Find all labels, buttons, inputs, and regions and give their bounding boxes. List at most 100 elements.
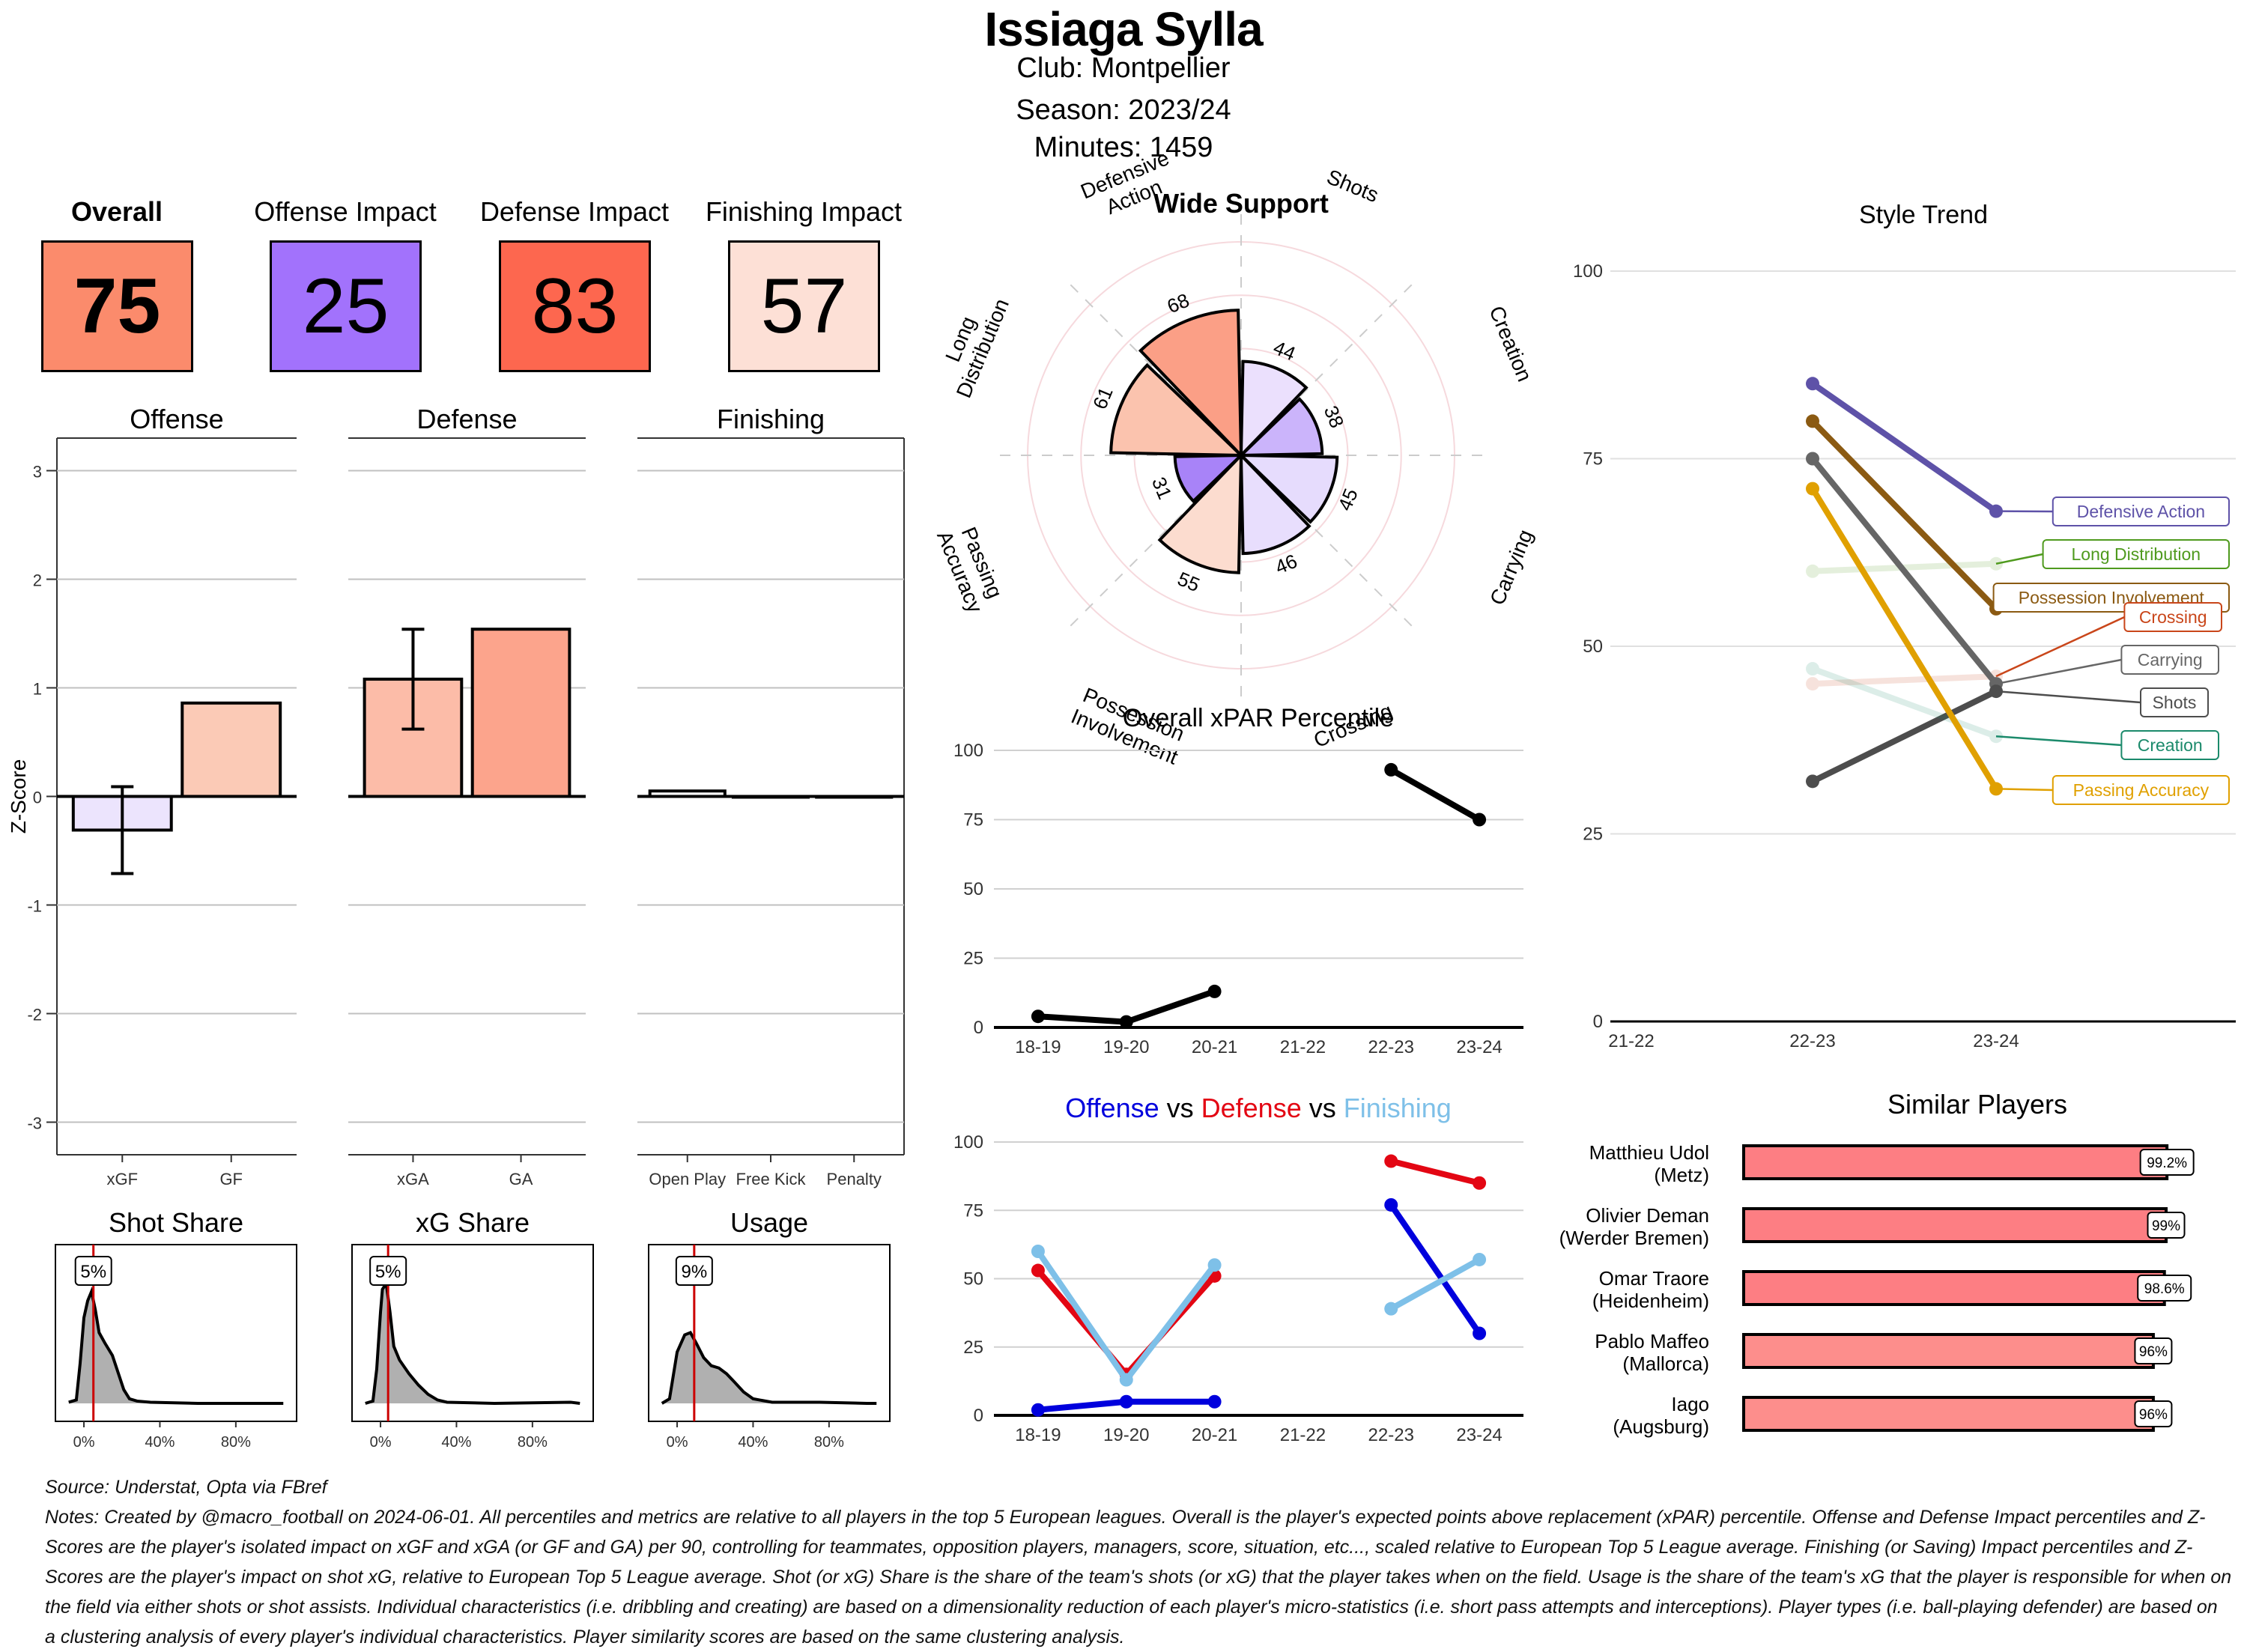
- x-tick-label: 21-22: [1608, 1031, 1654, 1051]
- series-finishing: [1031, 1245, 1486, 1387]
- x-tick-label: 0%: [667, 1434, 688, 1451]
- x-tick-label: xGF: [106, 1170, 138, 1188]
- data-point: [1208, 1395, 1222, 1409]
- x-tick-label: 21-22: [1280, 1425, 1326, 1445]
- series-segment: [1126, 1265, 1215, 1379]
- bar-gf: [182, 703, 280, 797]
- x-tick-label: 21-22: [1280, 1037, 1326, 1057]
- x-tick-label: 40%: [738, 1434, 768, 1451]
- y-tick-label: 100: [953, 741, 983, 761]
- axis-label-line: Creation: [1485, 303, 1536, 385]
- data-point: [1473, 1253, 1486, 1266]
- label-text: Defensive Action: [2077, 502, 2205, 521]
- similar-player-row: Pablo Maffeo(Mallorca)96%: [1595, 1330, 2171, 1375]
- style-label-long-distribution: Long Distribution: [1996, 540, 2229, 568]
- marker-label: 5%: [375, 1262, 401, 1282]
- similarity-bar: [1744, 1334, 2153, 1367]
- y-tick-label: 0: [974, 1406, 983, 1426]
- label-leader-line: [1996, 736, 2121, 745]
- style-label-creation: Creation: [1996, 731, 2219, 759]
- player-name: Matthieu Udol: [1589, 1141, 1709, 1164]
- wedge-value-label: 31: [1147, 474, 1177, 502]
- similarity-label: 98.6%: [2144, 1281, 2185, 1297]
- axis-label-line: Carrying: [1485, 526, 1537, 609]
- chart-title: Offense vs Defense vs Finishing: [1065, 1093, 1452, 1123]
- wide-support-polar-chart: Wide Support44Shots38Creation45Carrying4…: [930, 146, 1537, 769]
- panel-title: Offense: [130, 404, 223, 434]
- y-tick-label: 0: [974, 1018, 983, 1038]
- data-point: [1208, 985, 1222, 998]
- player-name: Olivier Deman: [1586, 1204, 1709, 1227]
- data-point: [1806, 414, 1819, 428]
- title-part-vs: vs: [1159, 1093, 1194, 1123]
- x-tick-label: xGA: [397, 1170, 429, 1188]
- series-segment: [1038, 1251, 1126, 1380]
- label-leader-line: [1996, 554, 2043, 564]
- label-text: Crossing: [2139, 607, 2207, 627]
- x-tick-label: 22-23: [1368, 1425, 1414, 1445]
- x-tick-label: 19-20: [1103, 1037, 1149, 1057]
- data-point: [1806, 452, 1819, 466]
- data-point: [1384, 1198, 1398, 1212]
- title-part-vs: vs: [1302, 1093, 1336, 1123]
- similarity-bar: [1744, 1146, 2167, 1179]
- y-tick-label: 1: [33, 680, 42, 699]
- data-point: [1208, 1258, 1222, 1272]
- x-tick-label: Free Kick: [736, 1170, 807, 1188]
- y-tick-label: 75: [963, 810, 983, 830]
- title-part-finishing: Finishing: [1336, 1093, 1452, 1123]
- x-tick-label: 22-23: [1368, 1037, 1414, 1057]
- x-tick-label: 80%: [221, 1434, 251, 1451]
- notes-text: Notes: Created by @macro_football on 202…: [45, 1502, 2232, 1652]
- y-axis-label: Z-Score: [7, 759, 30, 834]
- y-tick-label: 50: [963, 879, 983, 899]
- data-point: [1473, 1327, 1486, 1340]
- style-label-defensive-action: Defensive Action: [1996, 497, 2229, 526]
- label-text: Carrying: [2138, 650, 2203, 669]
- y-tick-label: 50: [1583, 637, 1603, 657]
- x-tick-label: 20-21: [1192, 1425, 1237, 1445]
- y-tick-label: 25: [963, 949, 983, 969]
- title-part-defense: Defense: [1194, 1093, 1302, 1123]
- similarity-bar: [1744, 1272, 2165, 1305]
- chart-title: Similar Players: [1887, 1089, 2067, 1120]
- player-name: Pablo Maffeo: [1595, 1330, 1709, 1352]
- y-tick-label: 25: [963, 1337, 983, 1358]
- data-point: [1384, 1155, 1398, 1168]
- data-point: [1031, 1245, 1045, 1258]
- series-segment: [1391, 770, 1479, 820]
- wedge-value-label: 55: [1174, 567, 1203, 596]
- x-tick-label: 80%: [518, 1434, 548, 1451]
- similarity-label: 96%: [2139, 1407, 2168, 1423]
- x-tick-label: 22-23: [1789, 1031, 1835, 1051]
- label-leader-line: [1996, 660, 2121, 684]
- series-offense: [1031, 1198, 1486, 1417]
- x-tick-label: 40%: [145, 1434, 175, 1451]
- chart-title: Wide Support: [1153, 188, 1329, 219]
- style-series-passing-accuracy: [1806, 482, 2003, 796]
- wedge-value-label: 61: [1088, 383, 1118, 412]
- data-point: [1806, 662, 1819, 675]
- x-tick-label: 23-24: [1456, 1425, 1502, 1445]
- similarity-bar: [1744, 1209, 2166, 1242]
- series-segment: [1391, 1161, 1479, 1183]
- density-area: [366, 1284, 580, 1403]
- similar-player-row: Olivier Deman(Werder Bremen)99%: [1559, 1204, 2185, 1249]
- y-tick-label: 0: [1593, 1012, 1603, 1032]
- marker-label: 5%: [80, 1262, 106, 1282]
- data-point: [1384, 763, 1398, 777]
- chart-title: Style Trend: [1859, 201, 1988, 229]
- style-label-passing-accuracy: Passing Accuracy: [1996, 776, 2229, 804]
- y-tick-label: -2: [27, 1006, 42, 1024]
- y-tick-label: 75: [1583, 449, 1603, 470]
- player-club: (Mallorca): [1622, 1352, 1709, 1375]
- source-text: Source: Understat, Opta via FBref: [45, 1472, 2232, 1502]
